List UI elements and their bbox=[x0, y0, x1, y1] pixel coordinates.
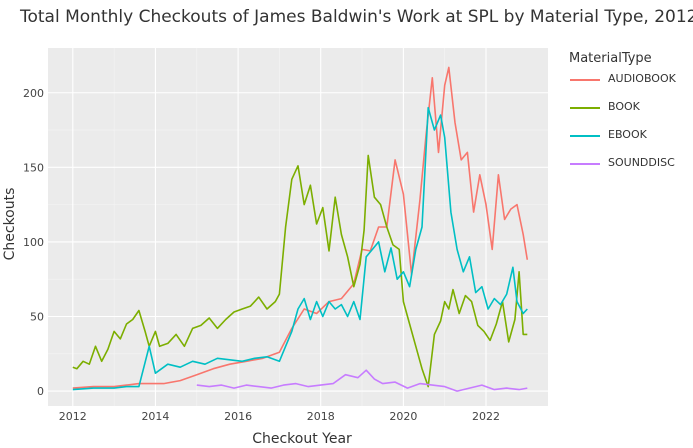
chart-title: Total Monthly Checkouts of James Baldwin… bbox=[20, 7, 693, 27]
axis-ticks: 2012 2014 2016 2018 2020 2022 0 50 100 150 200 bbox=[23, 87, 500, 423]
legend-swatch bbox=[570, 79, 600, 81]
legend-label: SOUNDDISC bbox=[608, 156, 675, 169]
series-line-audiobook[interactable] bbox=[72, 66, 529, 389]
x-axis-title: Checkout Year bbox=[252, 431, 352, 447]
y-tick-label: 100 bbox=[23, 236, 44, 249]
x-tick-label: 2020 bbox=[389, 410, 417, 423]
y-tick-label: 200 bbox=[23, 87, 44, 100]
legend-label: AUDIOBOOK bbox=[608, 72, 676, 85]
x-tick-label: 2016 bbox=[224, 410, 252, 423]
legend-swatch bbox=[570, 135, 600, 137]
legend-swatch bbox=[570, 163, 600, 165]
series-line-book[interactable] bbox=[72, 154, 528, 388]
y-axis-title: Checkouts bbox=[2, 188, 18, 261]
x-tick-label: 2014 bbox=[141, 410, 169, 423]
series-layer bbox=[72, 66, 529, 392]
grid-lines bbox=[48, 48, 548, 406]
legend-title: MaterialType bbox=[569, 51, 652, 66]
series-line-ebook[interactable] bbox=[72, 106, 528, 391]
plot-background bbox=[48, 48, 548, 406]
x-tick-label: 2012 bbox=[59, 410, 87, 423]
y-tick-label: 0 bbox=[37, 385, 44, 398]
legend-label: EBOOK bbox=[608, 128, 647, 141]
legend-label: BOOK bbox=[608, 100, 640, 113]
x-tick-label: 2018 bbox=[307, 410, 335, 423]
x-tick-label: 2022 bbox=[472, 410, 500, 423]
y-tick-label: 50 bbox=[30, 311, 44, 324]
legend-swatch bbox=[570, 107, 600, 109]
y-tick-label: 150 bbox=[23, 161, 44, 174]
series-line-sounddisc[interactable] bbox=[196, 369, 528, 392]
